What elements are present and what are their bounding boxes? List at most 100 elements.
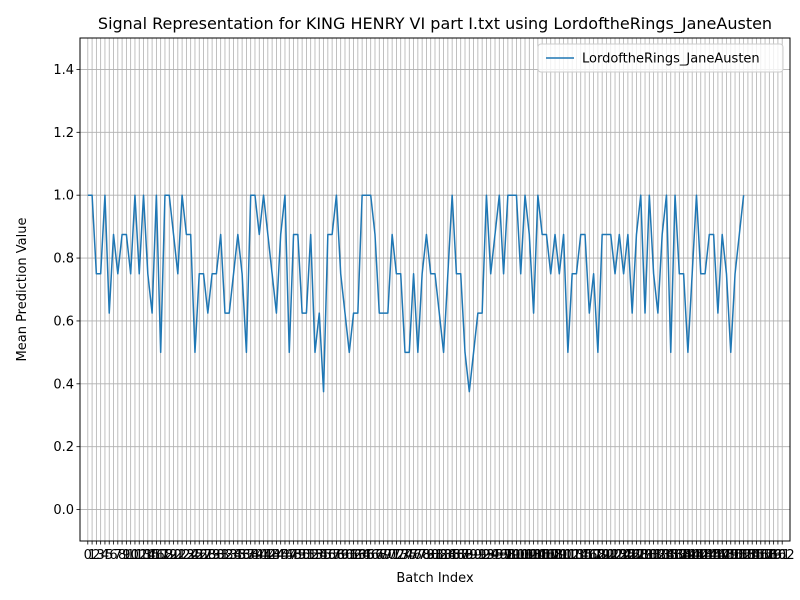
x-tick-label: 8 <box>118 548 126 563</box>
x-tick-label: 102 <box>513 548 538 563</box>
x-tick-label: 86 <box>448 548 465 563</box>
x-tick-label: 93 <box>478 548 495 563</box>
x-tick-label: 97 <box>495 548 512 563</box>
x-tick-label: 28 <box>200 548 217 563</box>
y-axis-label: Mean Prediction Value <box>15 218 30 362</box>
x-tick-label: 104 <box>521 548 546 563</box>
x-tick-label: 137 <box>663 548 688 563</box>
x-tick-label: 149 <box>714 548 739 563</box>
series-layer <box>87 194 745 393</box>
x-tick-label: 161 <box>765 548 790 563</box>
x-tick-label: 136 <box>658 548 683 563</box>
chart-title: Signal Representation for KING HENRY VI … <box>98 14 772 34</box>
legend-box <box>537 43 784 73</box>
x-tick-label: 95 <box>487 548 504 563</box>
x-tick-label: 99 <box>504 548 521 563</box>
y-tick-label: 0.2 <box>53 440 74 455</box>
x-tick-label: 12 <box>131 548 148 563</box>
x-tick-label: 49 <box>290 548 307 563</box>
x-tick-label: 31 <box>212 548 229 563</box>
x-tick-label: 147 <box>705 548 730 563</box>
x-tick-label: 84 <box>440 548 457 563</box>
x-tick-label: 54 <box>311 548 328 563</box>
legend-label: LordoftheRings_JaneAusten <box>582 52 760 67</box>
x-tick-label: 112 <box>555 548 580 563</box>
x-tick-label: 3 <box>97 548 105 563</box>
x-tick-label: 155 <box>740 548 765 563</box>
x-tick-label: 43 <box>264 548 281 563</box>
y-tick-label: 0.6 <box>53 314 74 329</box>
x-tick-label: 57 <box>324 548 341 563</box>
x-tick-label: 96 <box>491 548 508 563</box>
x-tick-label: 125 <box>611 548 636 563</box>
x-axis-label: Batch Index <box>396 571 474 586</box>
y-tick-label: 0.0 <box>53 503 74 518</box>
x-tick-label: 148 <box>710 548 735 563</box>
y-tick-label: 0.8 <box>53 252 74 267</box>
x-tick-label: 32 <box>217 548 234 563</box>
x-tick-label: 81 <box>427 548 444 563</box>
x-tick-label: 135 <box>654 548 679 563</box>
x-tick-label: 150 <box>718 548 743 563</box>
x-tick-label: 121 <box>594 548 619 563</box>
x-tick-label: 122 <box>598 548 623 563</box>
x-tick-label: 53 <box>307 548 324 563</box>
x-tick-label: 88 <box>457 548 474 563</box>
x-tick-label: 48 <box>285 548 302 563</box>
x-tick-label: 160 <box>761 548 786 563</box>
x-tick-label: 1 <box>88 548 96 563</box>
x-tick-label: 59 <box>332 548 349 563</box>
x-tick-label: 143 <box>688 548 713 563</box>
x-tick-label: 132 <box>641 548 666 563</box>
x-tick-label: 94 <box>482 548 499 563</box>
x-tick-label: 123 <box>603 548 628 563</box>
x-tick-label: 107 <box>534 548 559 563</box>
x-tick-label: 139 <box>671 548 696 563</box>
x-tick-label: 98 <box>500 548 517 563</box>
x-tick-label: 55 <box>315 548 332 563</box>
x-tick-label: 109 <box>543 548 568 563</box>
x-tick-label: 101 <box>508 548 533 563</box>
x-tick-label: 66 <box>362 548 379 563</box>
x-tick-label: 39 <box>247 548 264 563</box>
x-tick-label: 56 <box>320 548 337 563</box>
x-tick-label: 120 <box>590 548 615 563</box>
x-tick-label: 23 <box>178 548 195 563</box>
x-tick-label: 58 <box>328 548 345 563</box>
x-tick-label: 20 <box>165 548 182 563</box>
x-tick-label: 159 <box>757 548 782 563</box>
x-tick-label: 2 <box>92 548 100 563</box>
x-tick-label: 118 <box>581 548 606 563</box>
x-tick-label: 35 <box>230 548 247 563</box>
x-tick-label: 11 <box>127 548 144 563</box>
x-tick-label: 37 <box>238 548 255 563</box>
x-tick-label: 87 <box>452 548 469 563</box>
y-tick-label: 1.4 <box>53 63 74 78</box>
x-tick-label: 36 <box>234 548 251 563</box>
x-tick-label: 111 <box>551 548 576 563</box>
x-tick-label: 124 <box>607 548 632 563</box>
x-tick-label: 80 <box>422 548 439 563</box>
x-tick-label: 17 <box>152 548 169 563</box>
x-tick-label: 42 <box>260 548 277 563</box>
x-tick-label: 21 <box>170 548 187 563</box>
x-tick-label: 40 <box>251 548 268 563</box>
x-tick-label: 78 <box>414 548 431 563</box>
x-tick-label: 133 <box>645 548 670 563</box>
x-tick-label: 25 <box>187 548 204 563</box>
x-tick-label: 90 <box>465 548 482 563</box>
x-tick-label: 33 <box>221 548 238 563</box>
x-tick-label: 141 <box>680 548 705 563</box>
x-tick-label: 26 <box>191 548 208 563</box>
x-tick-label: 126 <box>615 548 640 563</box>
x-tick-label: 131 <box>637 548 662 563</box>
x-tick-label: 129 <box>628 548 653 563</box>
x-tick-label: 115 <box>568 548 593 563</box>
x-tick-label: 130 <box>633 548 658 563</box>
x-tick-label: 154 <box>735 548 760 563</box>
x-tick-label: 19 <box>161 548 178 563</box>
x-tick-label: 145 <box>697 548 722 563</box>
x-tick-label: 50 <box>294 548 311 563</box>
x-tick-label: 71 <box>384 548 401 563</box>
